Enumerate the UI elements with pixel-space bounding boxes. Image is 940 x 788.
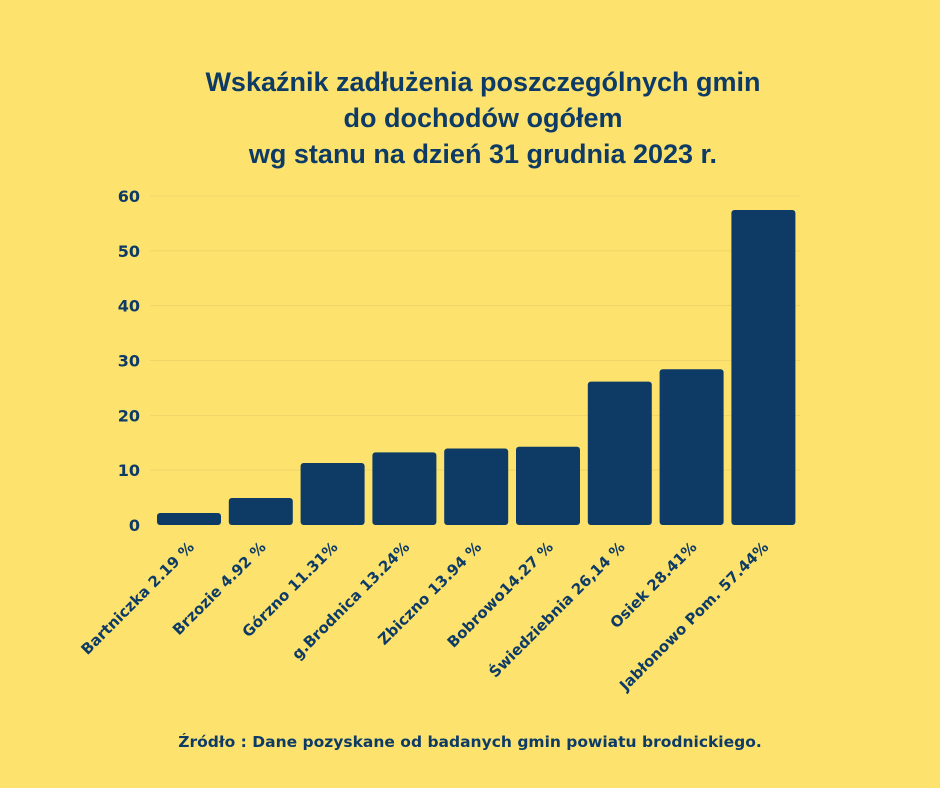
bar (372, 452, 437, 525)
x-category-label: Jabłonowo Pom. 57.44% (615, 538, 772, 695)
y-tick-label: 30 (118, 352, 140, 371)
y-tick-label: 20 (118, 406, 140, 425)
bar (444, 448, 509, 525)
x-axis-labels: Bartniczka 2.19 %Brzozie 4.92 %Górzno 11… (78, 537, 773, 695)
y-tick-label: 0 (129, 516, 140, 535)
bar (659, 369, 724, 525)
bars (157, 210, 796, 525)
chart-title-line-3: wg stanu na dzień 31 grudnia 2023 r. (248, 139, 718, 169)
bar (731, 210, 796, 525)
bar (228, 498, 293, 525)
chart-title-line-1: Wskaźnik zadłużenia poszczególnych gmin (205, 67, 761, 97)
source-note: Źródło : Dane pozyskane od badanych gmin… (178, 733, 762, 751)
bar (157, 512, 221, 525)
bar (300, 462, 365, 525)
x-category-label: Bartniczka 2.19 % (78, 538, 198, 658)
chart-title-line-2: do dochodów ogółem (343, 103, 623, 133)
bar (516, 446, 580, 525)
bar (587, 381, 652, 525)
y-tick-label: 10 (118, 461, 140, 480)
y-tick-label: 50 (118, 242, 140, 261)
x-category-label: Świedziebnia 26,14 % (485, 537, 629, 681)
chart-title: Wskaźnik zadłużenia poszczególnych gmin … (0, 64, 940, 172)
y-axis-ticks: 0 10 20 30 40 50 60 (118, 187, 140, 535)
y-tick-label: 40 (118, 297, 140, 316)
x-category-label: g.Brodnica 13.24% (288, 538, 413, 663)
y-tick-label: 60 (118, 187, 140, 206)
